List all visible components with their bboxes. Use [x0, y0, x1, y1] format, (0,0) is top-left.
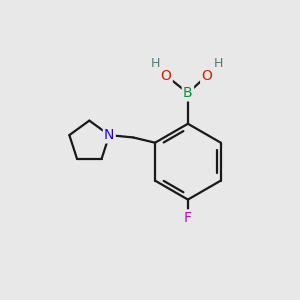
Text: O: O: [160, 69, 172, 82]
Text: O: O: [201, 69, 212, 82]
Text: B: B: [183, 86, 193, 100]
Text: H: H: [150, 58, 160, 70]
Text: F: F: [184, 211, 192, 225]
Text: N: N: [104, 128, 115, 142]
Text: H: H: [213, 58, 223, 70]
